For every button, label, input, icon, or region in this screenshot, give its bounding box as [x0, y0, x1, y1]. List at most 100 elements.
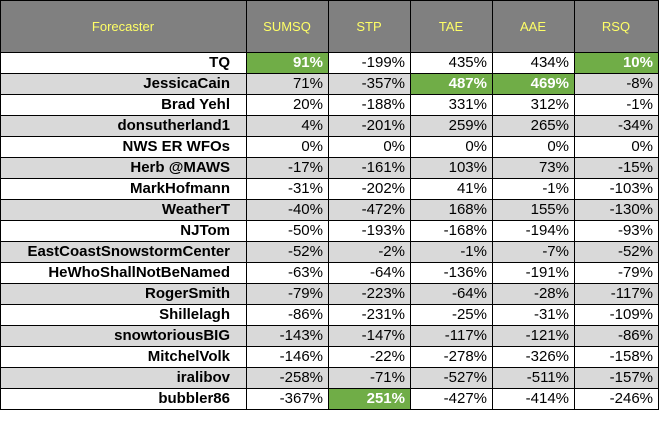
- column-header-forecaster: Forecaster: [0, 0, 247, 53]
- table-row: WeatherT -40% -472% 168% 155% -130%: [0, 199, 659, 221]
- sumsq-cell: -146%: [246, 346, 329, 368]
- tae-cell: 168%: [410, 199, 493, 221]
- forecaster-name-cell: JessicaCain: [0, 73, 247, 95]
- aae-cell: -7%: [492, 241, 575, 263]
- forecaster-name-cell: NWS ER WFOs: [0, 136, 247, 158]
- header-row: Forecaster SUMSQ STP TAE AAE RSQ: [0, 0, 659, 53]
- tae-cell: -527%: [410, 367, 493, 389]
- column-header-tae: TAE: [410, 0, 493, 53]
- aae-cell: 312%: [492, 94, 575, 116]
- forecaster-name-cell: bubbler86: [0, 388, 247, 410]
- rsq-cell: -8%: [574, 73, 659, 95]
- tae-cell: -136%: [410, 262, 493, 284]
- column-header-aae: AAE: [492, 0, 575, 53]
- sumsq-cell: -52%: [246, 241, 329, 263]
- aae-cell: 73%: [492, 157, 575, 179]
- tae-cell: -64%: [410, 283, 493, 305]
- table-row: NJTom -50% -193% -168% -194% -93%: [0, 220, 659, 242]
- tae-cell: 487%: [410, 73, 493, 95]
- tae-cell: 0%: [410, 136, 493, 158]
- rsq-cell: -158%: [574, 346, 659, 368]
- table-row: HeWhoShallNotBeNamed -63% -64% -136% -191% -7…: [0, 262, 659, 284]
- tae-cell: -1%: [410, 241, 493, 263]
- forecaster-name-cell: MarkHofmann: [0, 178, 247, 200]
- rsq-cell: 10%: [574, 52, 659, 74]
- stp-cell: -147%: [328, 325, 411, 347]
- rsq-cell: -86%: [574, 325, 659, 347]
- aae-cell: -511%: [492, 367, 575, 389]
- rsq-cell: -15%: [574, 157, 659, 179]
- aae-cell: 0%: [492, 136, 575, 158]
- stp-cell: -188%: [328, 94, 411, 116]
- sumsq-cell: -50%: [246, 220, 329, 242]
- forecaster-name-cell: snowtoriousBIG: [0, 325, 247, 347]
- forecaster-name-cell: TQ: [0, 52, 247, 74]
- tae-cell: 331%: [410, 94, 493, 116]
- rsq-cell: 0%: [574, 136, 659, 158]
- aae-cell: 434%: [492, 52, 575, 74]
- rsq-cell: -93%: [574, 220, 659, 242]
- sumsq-cell: -40%: [246, 199, 329, 221]
- sumsq-cell: -79%: [246, 283, 329, 305]
- rsq-cell: -157%: [574, 367, 659, 389]
- rsq-cell: -246%: [574, 388, 659, 410]
- table-row: MarkHofmann -31% -202% 41% -1% -103%: [0, 178, 659, 200]
- forecaster-name-cell: Brad Yehl: [0, 94, 247, 116]
- forecaster-name-cell: Shillelagh: [0, 304, 247, 326]
- aae-cell: -191%: [492, 262, 575, 284]
- table-row: Shillelagh -86% -231% -25% -31% -109%: [0, 304, 659, 326]
- sumsq-cell: -63%: [246, 262, 329, 284]
- sumsq-cell: 4%: [246, 115, 329, 137]
- stp-cell: -202%: [328, 178, 411, 200]
- rsq-cell: -117%: [574, 283, 659, 305]
- rsq-cell: -52%: [574, 241, 659, 263]
- table-row: EastCoastSnowstormCenter -52% -2% -1% -7% -52…: [0, 241, 659, 263]
- aae-cell: 265%: [492, 115, 575, 137]
- sumsq-cell: 0%: [246, 136, 329, 158]
- stp-cell: -201%: [328, 115, 411, 137]
- tae-cell: -117%: [410, 325, 493, 347]
- forecaster-name-cell: donsutherland1: [0, 115, 247, 137]
- table-row: RogerSmith -79% -223% -64% -28% -117%: [0, 283, 659, 305]
- rsq-cell: -103%: [574, 178, 659, 200]
- rsq-cell: -109%: [574, 304, 659, 326]
- stp-cell: -2%: [328, 241, 411, 263]
- column-header-rsq: RSQ: [574, 0, 659, 53]
- forecaster-name-cell: iralibov: [0, 367, 247, 389]
- sumsq-cell: 91%: [246, 52, 329, 74]
- sumsq-cell: -258%: [246, 367, 329, 389]
- stp-cell: -22%: [328, 346, 411, 368]
- aae-cell: -1%: [492, 178, 575, 200]
- table-row: bubbler86 -367% 251% -427% -414% -246%: [0, 388, 659, 410]
- stp-cell: -64%: [328, 262, 411, 284]
- table-row: iralibov -258% -71% -527% -511% -157%: [0, 367, 659, 389]
- tae-cell: -168%: [410, 220, 493, 242]
- forecaster-name-cell: Herb @MAWS: [0, 157, 247, 179]
- sumsq-cell: -31%: [246, 178, 329, 200]
- tae-cell: -25%: [410, 304, 493, 326]
- forecaster-name-cell: HeWhoShallNotBeNamed: [0, 262, 247, 284]
- stp-cell: -231%: [328, 304, 411, 326]
- tae-cell: -427%: [410, 388, 493, 410]
- sumsq-cell: -17%: [246, 157, 329, 179]
- rsq-cell: -79%: [574, 262, 659, 284]
- aae-cell: 155%: [492, 199, 575, 221]
- sumsq-cell: 71%: [246, 73, 329, 95]
- table-row: JessicaCain 71% -357% 487% 469% -8%: [0, 73, 659, 95]
- stp-cell: -357%: [328, 73, 411, 95]
- stp-cell: -161%: [328, 157, 411, 179]
- sumsq-cell: -86%: [246, 304, 329, 326]
- sumsq-cell: -143%: [246, 325, 329, 347]
- stp-cell: -71%: [328, 367, 411, 389]
- table-body: TQ 91% -199% 435% 434% 10% JessicaCain 71% -357%…: [0, 52, 659, 410]
- aae-cell: -28%: [492, 283, 575, 305]
- table-row: Herb @MAWS -17% -161% 103% 73% -15%: [0, 157, 659, 179]
- column-header-stp: STP: [328, 0, 411, 53]
- table-row: donsutherland1 4% -201% 259% 265% -34%: [0, 115, 659, 137]
- stp-cell: -472%: [328, 199, 411, 221]
- rsq-cell: -130%: [574, 199, 659, 221]
- sumsq-cell: -367%: [246, 388, 329, 410]
- aae-cell: -194%: [492, 220, 575, 242]
- forecaster-name-cell: RogerSmith: [0, 283, 247, 305]
- rsq-cell: -34%: [574, 115, 659, 137]
